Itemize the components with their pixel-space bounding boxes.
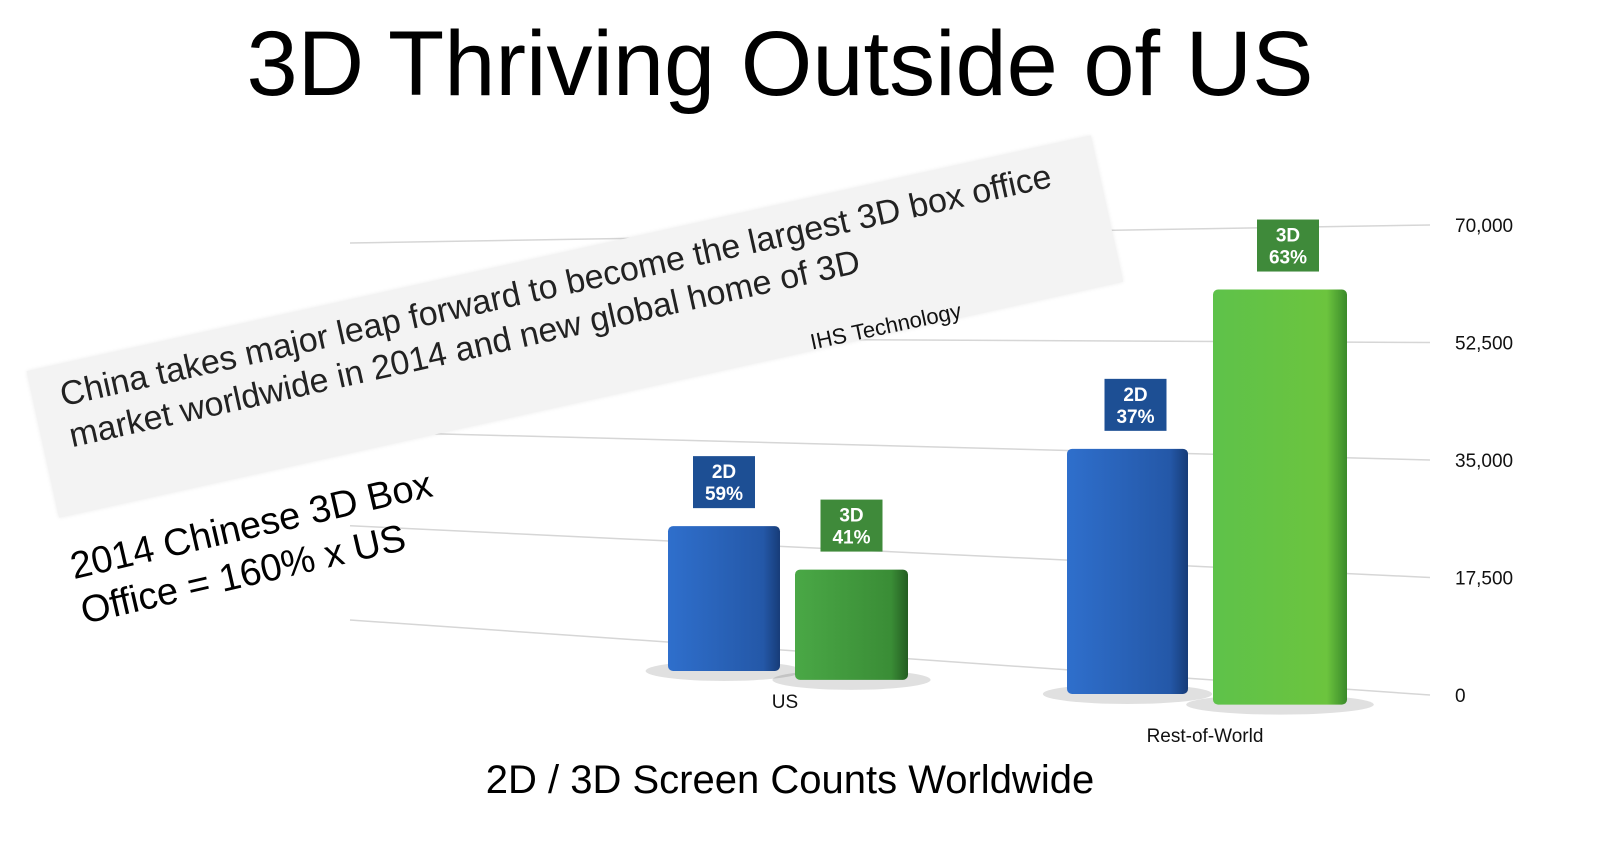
x-category-label: Rest-of-World — [1147, 726, 1264, 747]
data-label-box — [1104, 378, 1167, 431]
data-label-box — [820, 499, 883, 552]
data-label-series: 3D — [1276, 226, 1300, 247]
data-label-series: 3D — [839, 506, 863, 527]
data-label-box — [1257, 219, 1319, 272]
bar-2d-rest-of-world — [1067, 448, 1188, 694]
data-label-value: 63% — [1269, 248, 1307, 269]
y-tick-label: 17,500 — [1455, 569, 1513, 590]
data-label-value: 41% — [832, 528, 870, 549]
y-tick-label: 70,000 — [1455, 216, 1513, 237]
bar-3d-us — [795, 569, 908, 680]
y-tick-label: 0 — [1455, 686, 1466, 707]
bar-3d-rest-of-world — [1213, 289, 1347, 705]
data-label-box — [693, 456, 755, 509]
data-label-value: 59% — [705, 484, 743, 505]
y-tick-label: 35,000 — [1455, 451, 1513, 472]
data-label-series: 2D — [712, 462, 736, 483]
data-label-series: 2D — [1123, 385, 1147, 406]
data-label-value: 37% — [1116, 407, 1154, 428]
y-tick-label: 52,500 — [1455, 334, 1513, 355]
x-category-label: US — [772, 692, 798, 713]
bar-2d-us — [668, 526, 780, 671]
slide-title: 3D Thriving Outside of US — [246, 13, 1314, 115]
chart-title: 2D / 3D Screen Counts Worldwide — [485, 758, 1095, 802]
